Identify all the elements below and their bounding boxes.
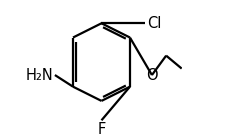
Text: H₂N: H₂N bbox=[26, 67, 54, 83]
Text: Cl: Cl bbox=[147, 16, 161, 31]
Text: F: F bbox=[97, 122, 106, 137]
Text: O: O bbox=[146, 67, 158, 83]
